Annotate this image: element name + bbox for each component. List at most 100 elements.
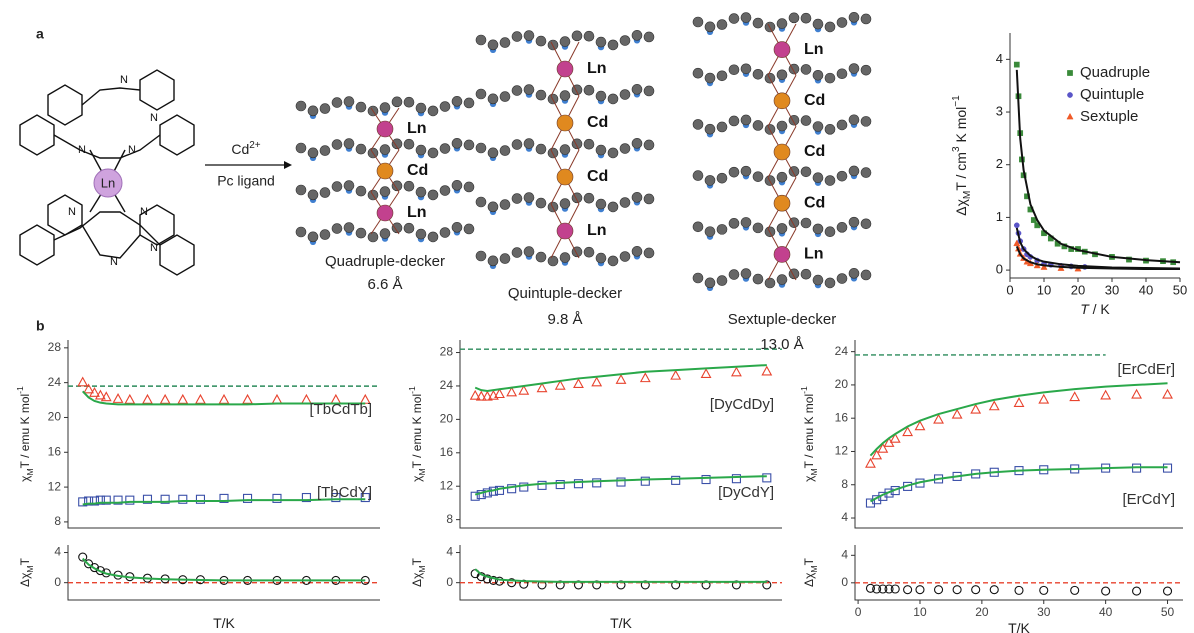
carbon-atom bbox=[535, 197, 547, 209]
triangle-marker bbox=[536, 382, 548, 393]
stack-distance: 13.0 Å bbox=[760, 336, 803, 353]
triangle-marker bbox=[94, 389, 106, 400]
triangle-marker bbox=[591, 376, 603, 387]
label-part: -1 bbox=[15, 386, 25, 394]
carbon-atom bbox=[716, 19, 728, 30]
circle-marker bbox=[884, 584, 894, 594]
fit-line bbox=[474, 568, 767, 583]
metal-atom bbox=[376, 162, 394, 180]
carbon-atom bbox=[487, 93, 499, 105]
square-marker bbox=[592, 478, 602, 488]
carbon-atom bbox=[595, 90, 607, 102]
carbon-atom bbox=[355, 185, 367, 197]
carbon-atom bbox=[499, 145, 511, 156]
circle-marker bbox=[1101, 586, 1111, 596]
label-part: T bbox=[18, 557, 32, 565]
carbon-atom bbox=[295, 226, 307, 238]
carbon-atom bbox=[307, 189, 319, 201]
square-marker bbox=[519, 482, 529, 492]
panel-label: a bbox=[36, 26, 44, 42]
carbon-atom bbox=[812, 121, 824, 132]
y-tick-label: 1 bbox=[996, 209, 1003, 224]
metal-label: Ln bbox=[407, 204, 427, 221]
carbon-atom bbox=[776, 274, 788, 285]
x-tick-label: 0 bbox=[855, 605, 862, 619]
carbon-atom bbox=[583, 84, 595, 96]
carbon-atom bbox=[499, 253, 511, 264]
triangle-marker bbox=[865, 457, 876, 468]
x-tick-label: 0 bbox=[1006, 282, 1013, 297]
carbon-atom bbox=[511, 193, 523, 204]
circle-marker bbox=[878, 584, 888, 594]
carbon-atom bbox=[631, 30, 643, 41]
square-marker bbox=[331, 492, 341, 503]
carbon-atom bbox=[595, 144, 607, 156]
carbon-atom bbox=[475, 250, 487, 262]
carbon-atom bbox=[728, 64, 740, 76]
metal-label: Cd bbox=[587, 168, 608, 185]
circle-marker bbox=[989, 585, 999, 595]
legend-label: Quintuple bbox=[1080, 86, 1144, 103]
carbon-atom bbox=[728, 166, 740, 178]
carbon-atom bbox=[848, 268, 860, 279]
circle-marker bbox=[89, 563, 100, 573]
carbon-atom bbox=[776, 120, 788, 132]
y-tick-label: 24 bbox=[440, 378, 454, 392]
carbon-atom bbox=[692, 16, 704, 28]
square-marker bbox=[507, 484, 517, 494]
carbon-atom bbox=[547, 255, 559, 267]
carbon-atom bbox=[619, 35, 631, 46]
y-tick-label: 20 bbox=[440, 412, 454, 426]
label-part: χ bbox=[802, 475, 816, 482]
carbon-atom bbox=[643, 85, 655, 97]
atom-label: N bbox=[150, 112, 158, 124]
carbon-atom bbox=[499, 199, 511, 210]
carbon-atom bbox=[487, 201, 499, 213]
metal-label: Cd bbox=[804, 143, 825, 160]
y-tick-label: 0 bbox=[841, 575, 848, 589]
label-part: T/K bbox=[610, 615, 632, 631]
carbon-atom bbox=[523, 192, 535, 203]
carbon-atom bbox=[535, 89, 547, 101]
arrow-head bbox=[284, 161, 292, 169]
y-tick-label: 16 bbox=[440, 445, 454, 459]
stack-distance: 6.6 Å bbox=[367, 276, 402, 293]
triangle-marker bbox=[469, 389, 481, 400]
label-part: Δχ bbox=[953, 198, 969, 215]
y-tick-label: 4 bbox=[996, 51, 1003, 66]
carbon-atom bbox=[860, 64, 872, 76]
y-tick-label: 4 bbox=[446, 545, 453, 559]
label-part: T/K bbox=[1008, 620, 1030, 633]
triangle-marker bbox=[1013, 397, 1025, 407]
chart: 8 12 16 20 24 28 [TbCdTb] [TbCdY] χMT / emu K mo… bbox=[15, 340, 380, 529]
reagent-ion: Cd bbox=[231, 141, 249, 157]
metal-label: Cd bbox=[587, 114, 608, 131]
carbon-atom bbox=[619, 143, 631, 154]
triangle-marker bbox=[218, 393, 230, 404]
ln-label: Ln bbox=[101, 175, 115, 190]
square-marker bbox=[89, 496, 100, 506]
metal-atom bbox=[773, 246, 791, 263]
carbon-atom bbox=[571, 30, 583, 42]
carbon-atom bbox=[824, 226, 836, 238]
carbon-atom bbox=[595, 36, 607, 48]
y-axis-label: χMT / emu K mol-1 bbox=[15, 386, 35, 482]
triangle-marker bbox=[195, 393, 206, 404]
metal-atom bbox=[376, 204, 394, 222]
carbon-atom bbox=[812, 18, 824, 30]
carbon-atom bbox=[487, 147, 499, 159]
square-marker bbox=[84, 496, 94, 506]
triangle-marker bbox=[877, 442, 889, 453]
circle-marker bbox=[933, 585, 944, 595]
carbon-atom bbox=[800, 217, 812, 229]
square-marker bbox=[1013, 61, 1020, 68]
triangle-marker bbox=[487, 389, 499, 400]
carbon-atom bbox=[535, 35, 547, 47]
circle-marker bbox=[1070, 585, 1080, 595]
label-part: T / emu K mol bbox=[18, 394, 32, 468]
carbon-atom bbox=[331, 181, 343, 192]
carbon-atom bbox=[716, 172, 728, 184]
metal-atom bbox=[556, 114, 574, 132]
